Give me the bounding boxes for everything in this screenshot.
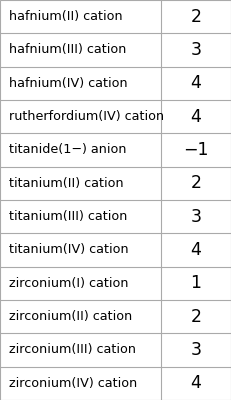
Text: titanide(1−) anion: titanide(1−) anion bbox=[9, 144, 127, 156]
Text: 4: 4 bbox=[190, 241, 201, 259]
Text: zirconium(II) cation: zirconium(II) cation bbox=[9, 310, 133, 323]
Text: 4: 4 bbox=[190, 108, 201, 126]
Text: 1: 1 bbox=[190, 274, 201, 292]
Text: zirconium(IV) cation: zirconium(IV) cation bbox=[9, 377, 137, 390]
Text: hafnium(III) cation: hafnium(III) cation bbox=[9, 44, 127, 56]
Text: zirconium(III) cation: zirconium(III) cation bbox=[9, 344, 136, 356]
Text: 3: 3 bbox=[190, 41, 201, 59]
Text: 4: 4 bbox=[190, 74, 201, 92]
Text: titanium(II) cation: titanium(II) cation bbox=[9, 177, 124, 190]
Text: 2: 2 bbox=[190, 308, 201, 326]
Text: titanium(IV) cation: titanium(IV) cation bbox=[9, 244, 129, 256]
Text: zirconium(I) cation: zirconium(I) cation bbox=[9, 277, 129, 290]
Text: 2: 2 bbox=[190, 8, 201, 26]
Text: 2: 2 bbox=[190, 174, 201, 192]
Text: titanium(III) cation: titanium(III) cation bbox=[9, 210, 128, 223]
Text: 4: 4 bbox=[190, 374, 201, 392]
Text: hafnium(II) cation: hafnium(II) cation bbox=[9, 10, 123, 23]
Text: −1: −1 bbox=[183, 141, 209, 159]
Text: 3: 3 bbox=[190, 208, 201, 226]
Text: 3: 3 bbox=[190, 341, 201, 359]
Text: rutherfordium(IV) cation: rutherfordium(IV) cation bbox=[9, 110, 164, 123]
Text: hafnium(IV) cation: hafnium(IV) cation bbox=[9, 77, 128, 90]
